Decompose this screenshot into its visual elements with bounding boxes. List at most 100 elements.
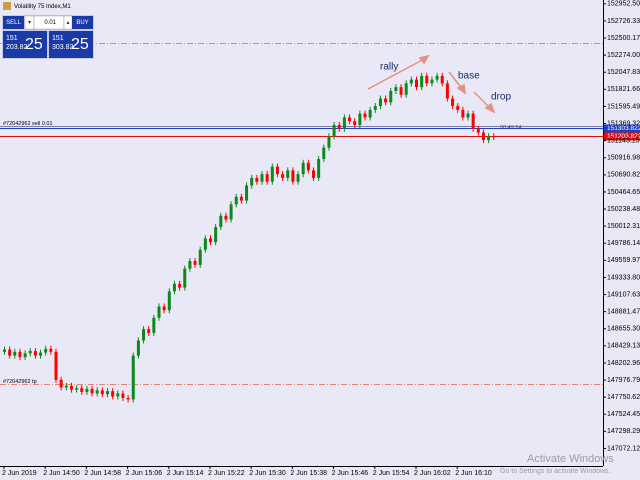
bid-pips: 25 xyxy=(25,36,43,53)
price-box xyxy=(604,124,640,133)
x-tick-label: 2 Jun 2019 xyxy=(2,470,37,477)
annotation: drop xyxy=(491,92,511,103)
buy-label: BUY xyxy=(76,20,88,26)
annotation-arrows xyxy=(367,54,496,114)
ask-pips: 25 xyxy=(71,36,89,53)
x-tick-label: 2 Jun 15:06 xyxy=(126,470,163,477)
y-tick-label: 150690.8208 xyxy=(607,172,640,179)
candle-body xyxy=(389,90,393,103)
candle-body xyxy=(430,79,434,84)
candle-body xyxy=(358,113,362,125)
candle-body xyxy=(466,113,470,118)
buy-button[interactable] xyxy=(72,16,93,29)
candle-body xyxy=(286,170,290,178)
candle-body xyxy=(456,106,460,110)
candle-body xyxy=(327,136,331,148)
y-tick-label: 151143.1582 xyxy=(607,137,640,144)
level-label: #72042962 sell 0.01 xyxy=(3,121,53,127)
candle-body xyxy=(384,98,388,103)
candle-body xyxy=(39,352,43,356)
y-tick-label: 152726.3391 xyxy=(607,18,640,25)
candle-body xyxy=(317,159,321,178)
candle-body xyxy=(435,75,439,80)
annotation: base xyxy=(458,71,480,82)
x-tick-label: 2 Jun 15:54 xyxy=(373,470,410,477)
candle-body xyxy=(399,87,403,95)
candle-body xyxy=(440,75,444,84)
y-tick-label: 148202.9651 xyxy=(607,360,640,367)
candle-body xyxy=(487,136,491,141)
candle-body xyxy=(471,113,475,129)
y-tick-label: 147976.7964 xyxy=(607,377,640,384)
candle-body xyxy=(116,393,120,397)
candle-body xyxy=(8,349,12,356)
candle-body xyxy=(167,291,171,311)
annotation: rally xyxy=(380,62,398,73)
candle-body xyxy=(28,351,32,354)
y-tick-label: 148429.1338 xyxy=(607,343,640,350)
candle-body xyxy=(121,393,125,398)
candle-body xyxy=(281,174,285,178)
countdown: 00:49:24 xyxy=(500,125,521,131)
candle-body xyxy=(445,83,449,99)
candle-body xyxy=(18,351,22,358)
ask-big: 151 xyxy=(52,35,64,42)
levels: #72042962 sell 0.01 #72042962 tp 151303.82… xyxy=(0,43,640,385)
candle-body xyxy=(481,132,485,141)
candle-body xyxy=(131,355,135,400)
candle-body xyxy=(270,166,274,182)
y-tick-label: 148655.3025 xyxy=(607,326,640,333)
candle-body xyxy=(255,177,259,182)
arrow xyxy=(367,57,427,90)
candle-body xyxy=(291,170,295,182)
candle-body xyxy=(275,166,279,175)
candle-body xyxy=(23,353,27,358)
bid-big: 151 xyxy=(6,35,18,42)
candle-body xyxy=(312,170,315,178)
candle-body xyxy=(178,283,182,288)
candle-body xyxy=(162,306,166,311)
candle-body xyxy=(224,215,228,220)
ask-small: 303.82 xyxy=(52,44,74,51)
lot-arrow: ▾ xyxy=(28,20,31,26)
y-tick-label: 149559.9773 xyxy=(607,257,640,264)
candle-body xyxy=(152,317,156,333)
watermark-title: Activate Windows xyxy=(527,453,614,465)
chart-title: Volatility 75 Index,M1 xyxy=(14,4,71,10)
y-tick-label: 150012.3147 xyxy=(607,223,640,230)
ask-box[interactable] xyxy=(49,31,93,58)
candle-body xyxy=(332,124,336,137)
y-tick-label: 152047.8330 xyxy=(607,69,640,76)
lot-value: 0.01 xyxy=(44,20,56,26)
candle-body xyxy=(54,351,58,380)
candle-body xyxy=(111,391,115,397)
candle-body xyxy=(90,388,94,394)
candle-body xyxy=(44,348,48,353)
symbol-icon xyxy=(3,2,11,10)
y-tick-label: 147524.4590 xyxy=(607,411,640,418)
candle-body xyxy=(147,329,151,333)
candle-body xyxy=(100,390,104,395)
sell-label: SELL xyxy=(6,20,21,26)
watermark-subtitle: Go to Settings to activate Windows. xyxy=(500,468,611,475)
x-tick-label: 2 Jun 15:46 xyxy=(332,470,369,477)
candle-body xyxy=(296,174,300,182)
candle-body xyxy=(492,136,496,138)
candle-body xyxy=(126,397,130,400)
candle-body xyxy=(409,79,413,84)
candle-body xyxy=(80,388,84,392)
x-tick-label: 2 Jun 15:22 xyxy=(208,470,245,477)
y-tick-label: 150916.9895 xyxy=(607,155,640,162)
x-tick-label: 2 Jun 15:30 xyxy=(249,470,286,477)
candle-body xyxy=(353,121,357,125)
bid-box[interactable] xyxy=(3,31,47,58)
x-tick-label: 2 Jun 15:14 xyxy=(167,470,204,477)
x-tick-label: 2 Jun 16:02 xyxy=(414,470,451,477)
sell-button[interactable] xyxy=(3,16,24,29)
x-tick-label: 2 Jun 16:10 xyxy=(455,470,492,477)
candle-body xyxy=(378,98,382,107)
